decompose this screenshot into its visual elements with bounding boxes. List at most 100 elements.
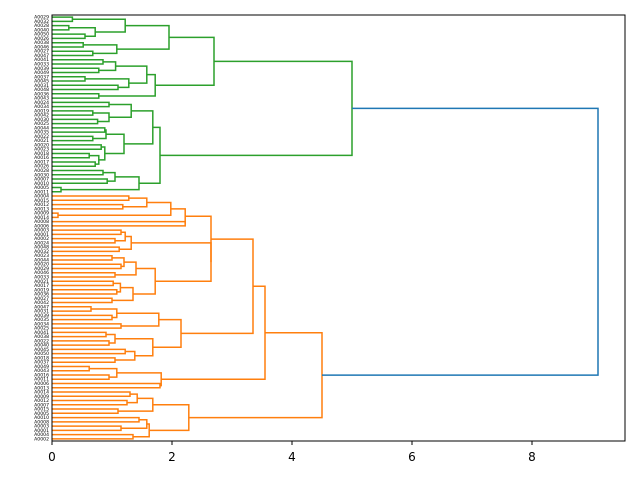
leaf-label: A0049	[34, 364, 49, 370]
leaf-label: A0002	[34, 236, 49, 242]
leaf-label: A0007	[34, 402, 49, 408]
leaf-label: A0018	[34, 151, 49, 157]
leaf-label: A0015	[34, 198, 49, 204]
x-tick-label: 6	[408, 450, 416, 464]
leaf-label: A0023	[34, 253, 49, 259]
x-tick-label: 4	[288, 450, 296, 464]
leaf-label: A0036	[34, 292, 49, 298]
leaf-label: A0022	[34, 134, 49, 140]
leaf-label: A0002	[34, 436, 49, 442]
leaf-label: A0007	[34, 177, 49, 183]
leaf-label: A0036	[34, 91, 49, 97]
leaf-label: A0040	[34, 27, 49, 33]
leaf-label: A0034	[34, 321, 49, 327]
leaf-label: A0031	[34, 309, 49, 315]
leaf-label: A0010	[34, 415, 49, 421]
leaf-label: A0035	[34, 317, 49, 323]
leaf-label: A0028	[34, 23, 49, 29]
leaf-label: A0032	[34, 249, 49, 255]
leaf-label: A0041	[34, 330, 49, 336]
leaf-label: A0044	[34, 125, 49, 131]
leaf-label: A0038	[34, 40, 49, 46]
leaf-label: A0017	[34, 283, 49, 289]
leaf-label: A0003	[34, 424, 49, 430]
leaf-label: A0004	[34, 194, 49, 200]
leaf-label: A0012	[34, 202, 49, 208]
leaf-label: A0048	[34, 87, 49, 93]
leaf-label: A0011	[34, 377, 49, 383]
leaf-label: A0027	[34, 296, 49, 302]
leaf-label: A0030	[34, 117, 49, 123]
leaf-label: A0041	[34, 57, 49, 63]
x-axis-ticks: 0 2 4 6 8	[48, 441, 536, 464]
leaf-label: A0026	[34, 164, 49, 170]
leaf-label: A0033	[34, 61, 49, 67]
leaf-label: A0008	[34, 219, 49, 225]
leaf-label: A0050	[34, 351, 49, 357]
leaf-label: A0001	[34, 428, 49, 434]
leaf-label: A0025	[34, 121, 49, 127]
leaf-label: A0001	[34, 232, 49, 238]
leaf-label: A0020	[34, 142, 49, 148]
leaf-label: A0039	[34, 66, 49, 72]
leaf-label: A0033	[34, 274, 49, 280]
leaf-label: A0038	[34, 334, 49, 340]
leaf-label: A0005	[34, 411, 49, 417]
leaf-label: A0044	[34, 257, 49, 263]
leaf-label: A0014	[34, 215, 49, 221]
leaf-label: A0042	[34, 300, 49, 306]
leaf-label: A0037	[34, 74, 49, 80]
merge-link	[185, 215, 212, 263]
leaf-label: A0009	[34, 394, 49, 400]
leaf-label: A0045	[34, 347, 49, 353]
leaf-label: A0042	[34, 113, 49, 119]
leaf-label: A0006	[34, 381, 49, 387]
leaf-label: A0029	[34, 15, 49, 21]
leaf-label: A0030	[34, 172, 49, 178]
x-tick-label: 0	[48, 450, 56, 464]
leaf-label: A0037	[34, 360, 49, 366]
leaf-label: A0047	[34, 53, 49, 59]
dendrogram-links	[52, 16, 599, 440]
leaf-label: A0049	[34, 70, 49, 76]
leaf-label: A0046	[34, 270, 49, 276]
leaf-label: A0026	[34, 36, 49, 42]
leaf-label: A0010	[34, 181, 49, 187]
leaf-label: A0023	[34, 147, 49, 153]
leaf-label: A0031	[34, 83, 49, 89]
leaf-label: A0016	[34, 372, 49, 378]
leaf-labels: A0029A0032A0028A0040A0050A0026A0038A0046…	[34, 15, 49, 443]
merge-link	[170, 208, 186, 224]
leaf-label: A0028	[34, 168, 49, 174]
leaf-label: A0022	[34, 338, 49, 344]
leaf-label: A0034	[34, 104, 49, 110]
plot-frame	[51, 14, 626, 442]
leaf-label: A0048	[34, 245, 49, 251]
leaf-label: A0047	[34, 304, 49, 310]
leaf-label: A0029	[34, 266, 49, 272]
leaf-label: A0040	[34, 343, 49, 349]
leaf-label: A0027	[34, 49, 49, 55]
x-tick-label: 8	[528, 450, 536, 464]
leaf-label: A0039	[34, 313, 49, 319]
leaf-label: A0020	[34, 262, 49, 268]
leaf-label: A0013	[34, 206, 49, 212]
leaf-label: A0043	[34, 368, 49, 374]
leaf-label: A0024	[34, 240, 49, 246]
leaf-label: A0013	[34, 385, 49, 391]
merge-link	[322, 107, 599, 376]
leaf-label: A0021	[34, 138, 49, 144]
leaf-label: A0014	[34, 390, 49, 396]
leaf-label: A0032	[34, 19, 49, 25]
leaf-label: A0021	[34, 279, 49, 285]
leaf-label: A0018	[34, 355, 49, 361]
leaf-label: A0016	[34, 155, 49, 161]
leaf-label: A0012	[34, 398, 49, 404]
x-tick-label: 2	[168, 450, 176, 464]
leaf-label: A0006	[34, 223, 49, 229]
leaf-label: A0008	[34, 419, 49, 425]
leaf-label: A0019	[34, 287, 49, 293]
leaf-label: A0035	[34, 130, 49, 136]
leaf-label: A0024	[34, 100, 49, 106]
